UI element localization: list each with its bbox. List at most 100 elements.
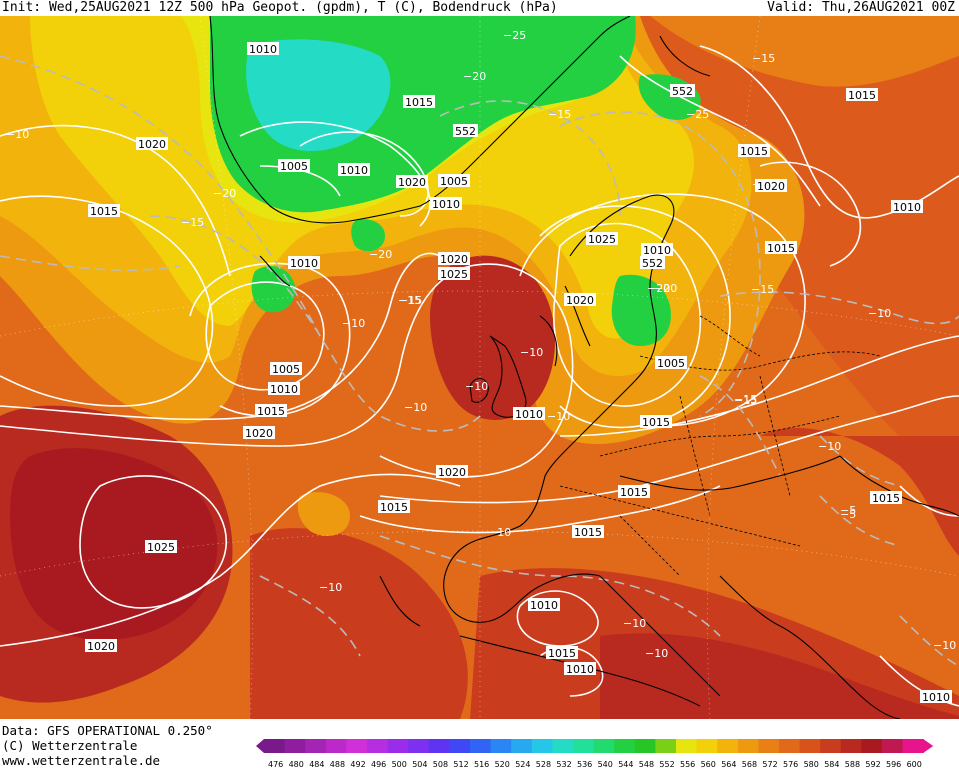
pressure-label: 1010 (920, 690, 952, 704)
map-header: Init: Wed,25AUG2021 12Z 500 hPa Geopot. … (0, 0, 959, 16)
pressure-label: 1015 (846, 88, 878, 102)
temperature-label: −10 (465, 380, 488, 393)
temperature-label: −25 (503, 29, 526, 42)
svg-text:1020: 1020 (245, 427, 273, 440)
temperature-label: −15 (752, 52, 775, 65)
svg-text:1010: 1010 (643, 244, 671, 257)
temperature-label: −15 (751, 283, 774, 296)
temperature-label: −20 (213, 187, 236, 200)
scale-tick-label: 596 (886, 760, 901, 769)
scale-tick-label: 576 (783, 760, 798, 769)
pressure-label: 1020 (564, 293, 596, 307)
pressure-label: 1015 (640, 415, 672, 429)
pressure-label: 1010 (513, 407, 545, 421)
pressure-label: 1020 (436, 465, 468, 479)
svg-text:1015: 1015 (767, 242, 795, 255)
scale-tick-label: 552 (659, 760, 674, 769)
pressure-label: 1005 (655, 356, 687, 370)
svg-text:1015: 1015 (740, 145, 768, 158)
svg-text:−20: −20 (213, 187, 236, 200)
scale-tick-label: 516 (474, 760, 489, 769)
scale-swatch (614, 739, 636, 753)
scale-tick-label: 512 (453, 760, 468, 769)
pressure-label: 1020 (85, 639, 117, 653)
temperature-label: −10 (645, 647, 668, 660)
svg-text:−15: −15 (751, 283, 774, 296)
svg-text:1015: 1015 (620, 486, 648, 499)
temperature-label: −15 (181, 216, 204, 229)
scale-swatch (737, 739, 759, 753)
pressure-label: 1025 (586, 232, 618, 246)
svg-text:1005: 1005 (440, 175, 468, 188)
svg-text:1025: 1025 (147, 541, 175, 554)
temperature-label: −15 (734, 393, 757, 406)
scale-swatch (758, 739, 780, 753)
temperature-label: −10 (547, 410, 570, 423)
scale-tick-label: 508 (433, 760, 448, 769)
svg-text:−10: −10 (6, 128, 29, 141)
scale-tick-label: 532 (556, 760, 571, 769)
scale-tick-label: 544 (618, 760, 633, 769)
temperature-label: −10 (6, 128, 29, 141)
scale-swatch (284, 739, 306, 753)
svg-text:552: 552 (455, 125, 476, 138)
pressure-label: 1010 (268, 382, 300, 396)
weather-map[interactable]: −25 −20 −20 −15 −20 −15 −25 −20 −15 −15 −15 −15 −10−… (0, 16, 959, 719)
temperature-label: −10 (623, 617, 646, 630)
map-footer: Data: GFS OPERATIONAL 0.250° (C) Wetterz… (0, 719, 959, 770)
scale-swatch (325, 739, 347, 753)
temperature-label: −20 (463, 70, 486, 83)
scale-swatch (428, 739, 450, 753)
scale-swatch (387, 739, 409, 753)
svg-text:1010: 1010 (340, 164, 368, 177)
svg-text:−10: −10 (342, 317, 365, 330)
svg-text:1015: 1015 (642, 416, 670, 429)
scale-tick-label: 480 (289, 760, 304, 769)
svg-text:−20: −20 (463, 70, 486, 83)
svg-text:−15: −15 (399, 294, 422, 307)
svg-text:−10: −10 (319, 581, 342, 594)
svg-text:−10: −10 (404, 401, 427, 414)
graticule (0, 16, 959, 719)
temperature-label: −10 (818, 440, 841, 453)
pressure-label: 1010 (641, 243, 673, 257)
map-canvas: −25−20−20−15−20−15−25−20−15−15−15−15−10−… (0, 16, 959, 719)
pressure-label: 1010 (564, 662, 596, 676)
temperature-label: −25 (686, 108, 709, 121)
pressure-label: 1015 (255, 404, 287, 418)
scale-swatch (531, 739, 553, 753)
temperature-label: −10 (868, 307, 891, 320)
scale-swatch (696, 739, 718, 753)
svg-text:1015: 1015 (548, 647, 576, 660)
pressure-label: 1015 (378, 500, 410, 514)
scale-swatch (902, 739, 924, 753)
pressure-label: 1020 (243, 426, 275, 440)
website-link[interactable]: www.wetterzentrale.de (2, 753, 161, 768)
geopotential-label: 552 (670, 84, 695, 98)
scale-min-arrow (256, 739, 264, 753)
svg-text:552: 552 (672, 85, 693, 98)
scale-swatch (511, 739, 533, 753)
scale-tick-label: 504 (412, 760, 427, 769)
pressure-label: 1010 (528, 598, 560, 612)
coastlines (209, 16, 959, 719)
pressure-label: 1020 (396, 175, 428, 189)
pressure-label: 1015 (403, 95, 435, 109)
svg-text:1015: 1015 (405, 96, 433, 109)
scale-tick-label: 540 (598, 760, 613, 769)
svg-text:1005: 1005 (272, 363, 300, 376)
pressure-label: 1015 (88, 204, 120, 218)
svg-text:1015: 1015 (848, 89, 876, 102)
temperature-label: −20 (647, 282, 670, 295)
svg-text:1020: 1020 (398, 176, 426, 189)
svg-text:−10: −10 (645, 647, 668, 660)
header-valid-time: Valid: Thu,26AUG2021 00Z (767, 0, 955, 15)
svg-text:1010: 1010 (515, 408, 543, 421)
scale-swatch (676, 739, 698, 753)
scale-swatch (490, 739, 512, 753)
scale-swatch (655, 739, 677, 753)
isobars (0, 45, 959, 707)
pressure-label: 1015 (618, 485, 650, 499)
geopotential-label: 552 (640, 256, 665, 270)
scale-tick-label: 600 (907, 760, 922, 769)
